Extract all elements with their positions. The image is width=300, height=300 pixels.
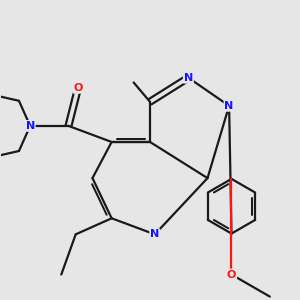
Text: N: N xyxy=(150,229,159,239)
Text: N: N xyxy=(26,121,35,131)
Text: O: O xyxy=(74,83,83,93)
Text: N: N xyxy=(184,73,193,83)
Text: N: N xyxy=(224,101,234,111)
Text: O: O xyxy=(227,269,236,280)
